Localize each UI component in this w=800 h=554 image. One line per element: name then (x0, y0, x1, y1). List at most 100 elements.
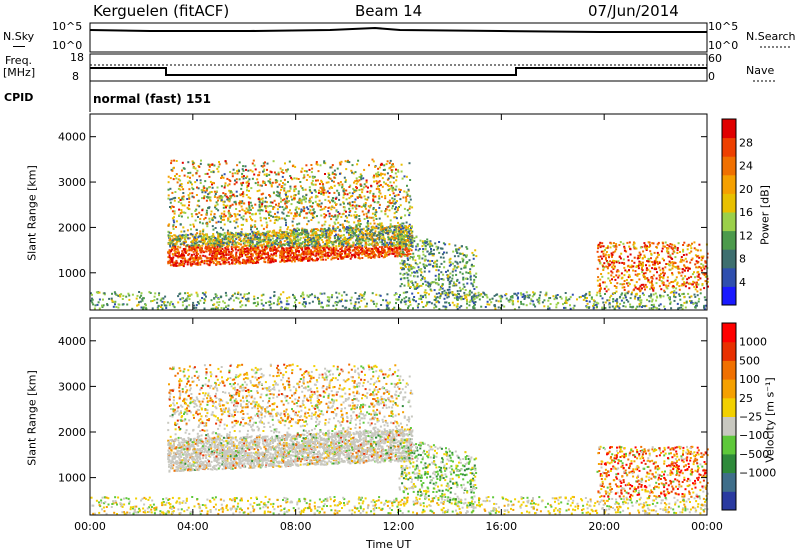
echo-cell (179, 255, 181, 258)
echo-cell (464, 297, 467, 300)
echo-cell (257, 241, 260, 244)
echo-cell (168, 223, 171, 226)
echo-cell (465, 306, 468, 309)
echo-cell (381, 226, 384, 229)
echo-cell (394, 250, 397, 253)
echo-cell (233, 257, 236, 259)
echo-cell (296, 212, 299, 215)
echo-cell (585, 292, 588, 295)
echo-cell (399, 189, 402, 191)
echo-cell (279, 253, 282, 256)
echo-cell (239, 261, 242, 264)
echo-cell (334, 215, 337, 218)
echo-cell (181, 257, 184, 260)
echo-cell (236, 241, 239, 244)
echo-cell (381, 185, 384, 188)
echo-cell (357, 251, 360, 254)
echo-cell (269, 247, 272, 250)
echo-cell (222, 203, 225, 206)
echo-cell (286, 190, 289, 193)
echo-cell (395, 175, 398, 178)
echo-cell (319, 209, 322, 211)
echo-cell (368, 235, 371, 238)
echo-cell (189, 171, 192, 174)
echo-cell (562, 303, 564, 306)
echo-cell (368, 216, 371, 219)
echo-cell (398, 253, 401, 256)
echo-cell (297, 259, 300, 262)
echo-cell (307, 259, 309, 262)
echo-cell (329, 236, 332, 239)
echo-cell (296, 239, 299, 242)
echo-cell (228, 206, 231, 209)
echo-cell (392, 200, 395, 203)
echo-cell (269, 170, 272, 173)
echo-cell (244, 260, 246, 263)
echo-cell (201, 244, 204, 247)
echo-cell (321, 183, 324, 186)
echo-cell (254, 220, 257, 223)
echo-cell (222, 235, 225, 237)
echo-cell (406, 193, 409, 196)
echo-cell (258, 212, 261, 215)
echo-cell (214, 227, 217, 229)
echo-cell (330, 258, 333, 261)
echo-cell (245, 220, 248, 223)
echo-cell (368, 242, 371, 245)
echo-cell (239, 293, 242, 296)
echo-cell (106, 303, 109, 305)
echo-cell (569, 304, 571, 307)
echo-cell (395, 194, 398, 197)
echo-cell (323, 160, 326, 163)
echo-cell (199, 240, 202, 243)
echo-cell (257, 256, 260, 259)
echo-cell (474, 292, 477, 295)
echo-cell (392, 186, 395, 189)
echo-cell (269, 296, 272, 299)
echo-cell (136, 304, 139, 307)
echo-cell (517, 292, 520, 295)
echo-cell (282, 255, 285, 258)
echo-cell (392, 237, 395, 240)
echo-cell (308, 239, 311, 242)
echo-cell (327, 175, 330, 178)
echo-cell (208, 247, 211, 250)
echo-cell (360, 185, 363, 187)
echo-cell (181, 204, 184, 207)
nave-label: Nave (746, 64, 775, 77)
echo-cell (260, 198, 263, 201)
echo-cell (376, 249, 379, 252)
echo-cell (338, 252, 341, 255)
echo-cell (181, 252, 184, 255)
echo-cell (364, 245, 367, 248)
echo-cell (555, 303, 558, 306)
echo-cell (163, 304, 166, 307)
echo-cell (676, 302, 679, 305)
echo-cell (338, 184, 341, 187)
echo-cell (265, 256, 268, 259)
echo-cell (295, 236, 298, 239)
echo-cell (233, 246, 236, 249)
echo-cell (599, 295, 602, 297)
echo-cell (195, 257, 198, 259)
echo-cell (173, 212, 176, 215)
echo-cell (269, 258, 272, 261)
echo-cell (370, 299, 373, 302)
echo-cell (353, 181, 355, 184)
echo-cell (315, 179, 317, 182)
echo-cell (317, 221, 320, 224)
echo-cell (317, 192, 320, 194)
echo-cell (306, 206, 309, 209)
echo-cell (235, 218, 238, 221)
echo-cell (314, 240, 317, 243)
echo-cell (410, 236, 413, 239)
echo-cell (291, 220, 294, 223)
echo-cell (374, 238, 377, 241)
echo-cell (358, 189, 361, 191)
echo-cell (318, 244, 321, 247)
echo-cell (254, 213, 257, 216)
echo-cell (296, 223, 299, 226)
echo-cell (195, 304, 198, 307)
echo-cell (288, 259, 291, 262)
echo-cell (355, 224, 358, 227)
